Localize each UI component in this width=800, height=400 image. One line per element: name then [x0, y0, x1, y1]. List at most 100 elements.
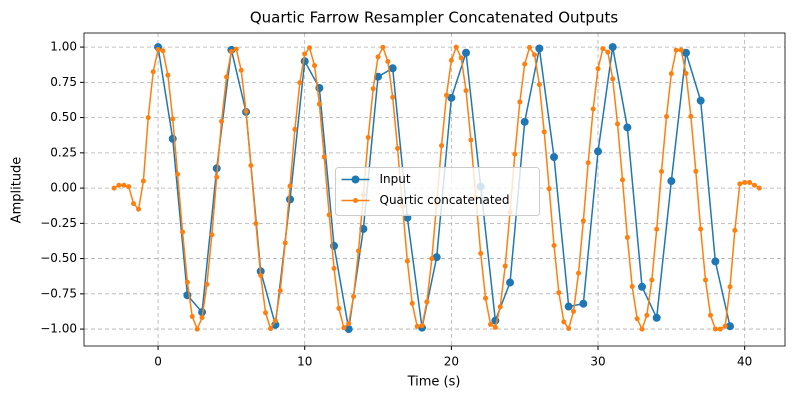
- point: [388, 64, 397, 73]
- point: [682, 48, 691, 57]
- point: [756, 185, 762, 191]
- point: [370, 86, 376, 92]
- y-tick-label: 0.25: [50, 145, 77, 159]
- x-tick-label: 20: [444, 355, 459, 369]
- point: [703, 277, 709, 283]
- point: [623, 123, 632, 132]
- legend: Input Quartic concatenated: [335, 167, 540, 216]
- point: [439, 143, 445, 149]
- point: [198, 308, 207, 317]
- y-tick-label: 0.00: [50, 181, 77, 195]
- point: [385, 58, 391, 64]
- point: [292, 126, 298, 132]
- point: [395, 145, 401, 151]
- y-tick-label: 0.50: [50, 110, 77, 124]
- point: [644, 312, 650, 318]
- point: [717, 326, 723, 332]
- y-tick-label: 0.75: [50, 75, 77, 89]
- point: [165, 72, 171, 78]
- point: [678, 47, 684, 53]
- point: [365, 134, 371, 140]
- point: [268, 326, 274, 332]
- point: [468, 137, 474, 143]
- point: [145, 115, 151, 121]
- legend-marker: [351, 175, 360, 184]
- point: [512, 151, 518, 157]
- point: [506, 278, 515, 287]
- point: [624, 234, 630, 240]
- point: [184, 279, 190, 285]
- point: [608, 43, 617, 52]
- point: [667, 177, 676, 186]
- point: [527, 45, 533, 51]
- point: [287, 183, 293, 189]
- point: [136, 206, 142, 212]
- point: [652, 313, 661, 322]
- point: [351, 294, 357, 300]
- point: [170, 116, 176, 122]
- point: [277, 288, 283, 294]
- point: [194, 326, 200, 332]
- point: [404, 258, 410, 264]
- point: [209, 232, 215, 238]
- point: [502, 263, 508, 269]
- point: [121, 182, 127, 188]
- point: [321, 154, 327, 160]
- point: [204, 281, 210, 287]
- point: [331, 265, 337, 271]
- point: [535, 44, 544, 53]
- point: [638, 282, 647, 291]
- point: [727, 284, 733, 290]
- point: [708, 312, 714, 318]
- chart-title: Quartic Farrow Resampler Concatenated Ou…: [250, 9, 618, 27]
- point: [432, 253, 441, 262]
- point: [536, 82, 542, 88]
- point: [224, 74, 230, 80]
- y-tick-label: −0.25: [40, 216, 77, 230]
- point: [594, 147, 603, 156]
- point: [359, 224, 368, 233]
- point: [316, 101, 322, 107]
- point: [522, 61, 528, 67]
- point: [253, 220, 259, 226]
- point: [742, 179, 748, 185]
- point: [566, 326, 572, 332]
- legend-label: Input: [380, 172, 411, 186]
- point: [258, 273, 264, 279]
- point: [344, 325, 353, 334]
- point: [160, 48, 166, 54]
- legend-marker: [353, 198, 358, 203]
- point: [649, 277, 655, 283]
- point: [595, 66, 601, 72]
- point: [302, 51, 308, 57]
- point: [546, 186, 552, 192]
- plot-frame: [83, 32, 786, 347]
- point: [429, 256, 435, 262]
- point: [297, 80, 303, 86]
- point: [696, 96, 705, 105]
- point: [131, 201, 137, 207]
- point: [414, 323, 420, 329]
- point: [448, 57, 454, 63]
- point: [168, 134, 177, 143]
- point: [634, 316, 640, 322]
- point: [580, 218, 586, 224]
- point: [605, 49, 611, 55]
- point: [116, 182, 122, 188]
- point: [175, 171, 181, 177]
- point: [307, 45, 313, 51]
- point: [668, 71, 674, 77]
- point: [517, 99, 523, 105]
- point: [356, 248, 362, 254]
- point: [419, 323, 425, 329]
- point: [564, 302, 573, 311]
- point: [111, 185, 117, 191]
- legend-label: Quartic concatenated: [380, 193, 510, 207]
- point: [286, 195, 295, 204]
- point: [579, 299, 588, 308]
- point: [243, 108, 249, 114]
- point: [458, 55, 464, 61]
- point: [610, 76, 616, 82]
- point: [155, 46, 161, 52]
- y-tick-label: −0.75: [40, 286, 77, 300]
